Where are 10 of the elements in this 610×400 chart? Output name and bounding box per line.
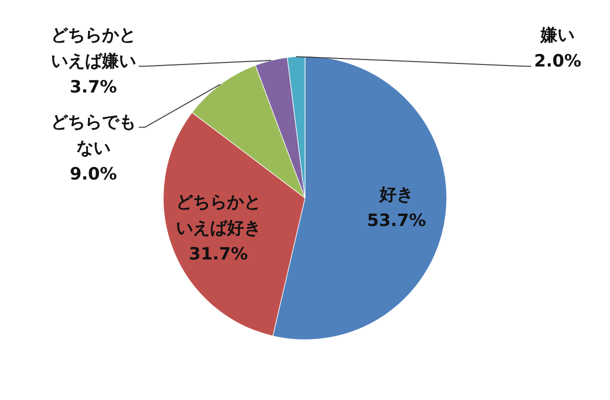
slice-label: 好き [378,184,414,205]
data-label: 53.7% [367,210,426,231]
data-label: 31.7% [188,244,248,265]
slice-label: どちらかといえば嫌い [50,26,136,72]
slice-label: 嫌い [540,26,575,46]
data-label: 2.0% [534,52,582,72]
data-label: 3.7% [70,78,117,98]
slice-label: どちらかといえば好き [176,192,261,239]
data-label: 9.0% [70,164,117,185]
slice-label: どちらでもない [50,112,136,159]
